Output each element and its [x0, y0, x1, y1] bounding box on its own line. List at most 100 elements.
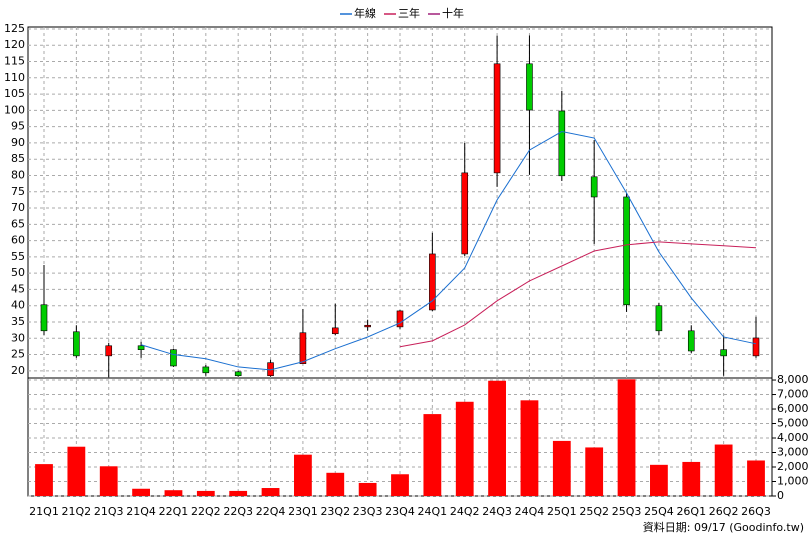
volume-bar	[294, 454, 312, 496]
x-tick-label: 24Q2	[450, 505, 480, 518]
source: 資料日期: 09/17 (Goodinfo.tw)	[643, 520, 804, 534]
candle-body	[299, 332, 307, 364]
volume-bar	[358, 482, 377, 496]
y-tick-label: 75	[11, 185, 25, 198]
candle-body	[526, 63, 533, 111]
y2-tick-label: 2,000	[777, 460, 808, 473]
volume-bar	[714, 444, 733, 496]
y-tick-label: 90	[11, 136, 25, 149]
candle-body	[687, 330, 695, 352]
volume-bar	[585, 447, 604, 496]
y2-tick-label: 5,000	[777, 417, 808, 430]
x-tick-label: 24Q4	[515, 505, 545, 518]
y-tick-label: 30	[11, 331, 25, 344]
x-tick-label: 21Q3	[94, 505, 124, 518]
x-tick-label: 21Q1	[29, 505, 59, 518]
x-tick-label: 21Q4	[126, 505, 156, 518]
volume-bar	[488, 380, 506, 496]
x-tick-label: 25Q3	[612, 505, 642, 518]
x-tick-label: 26Q2	[709, 505, 739, 518]
candle-body	[590, 176, 598, 198]
x-tick-label: 22Q2	[191, 505, 221, 518]
candle-body	[429, 253, 436, 311]
x-tick-label: 25Q2	[579, 505, 609, 518]
y2-tick-label: 8,000	[777, 373, 808, 386]
y-tick-label: 35	[11, 315, 25, 328]
y-tick-label: 40	[11, 299, 25, 312]
x-tick-label: 23Q4	[385, 505, 415, 518]
volume-bar	[423, 414, 442, 496]
y2-tick-label: 6,000	[777, 402, 808, 415]
x-tick-label: 21Q2	[62, 505, 92, 518]
volume-bar	[326, 472, 345, 496]
line-series	[399, 241, 757, 348]
y2-tick-label: 3,000	[777, 446, 808, 459]
x-tick-label: 24Q1	[418, 505, 448, 518]
y-tick-label: 85	[11, 152, 25, 165]
x-tick-label: 22Q3	[223, 505, 253, 518]
y2-tick-label: 0	[777, 489, 784, 502]
y-tick-label: 70	[11, 201, 25, 214]
volume-bar	[682, 461, 701, 496]
legend-label: 年線	[354, 6, 376, 20]
volume-bar	[391, 474, 409, 496]
x-tick-label: 23Q1	[288, 505, 318, 518]
candle-body	[655, 305, 663, 332]
y-tick-label: 125	[4, 22, 25, 35]
y2-tick-label: 7,000	[777, 388, 808, 401]
volume-bar	[164, 490, 183, 496]
x-tick-label: 24Q3	[482, 505, 512, 518]
volume-bar	[747, 460, 765, 496]
volume-bar	[132, 488, 150, 496]
y-tick-label: 120	[4, 38, 25, 51]
candle-body	[493, 63, 501, 174]
candle-body	[105, 345, 113, 357]
y-tick-label: 115	[4, 55, 25, 68]
candle-body	[364, 324, 371, 328]
volume-bar	[617, 379, 636, 496]
y-tick-label: 20	[11, 364, 25, 377]
y-tick-label: 100	[4, 103, 25, 116]
y2-tick-label: 4,000	[777, 431, 808, 444]
volume-bar	[261, 488, 280, 496]
volume-bar	[552, 440, 571, 496]
y-tick-label: 45	[11, 282, 25, 295]
volume-bar	[650, 464, 668, 496]
y-tick-label: 110	[4, 71, 25, 84]
volume-bar	[455, 401, 474, 496]
y-tick-label: 95	[11, 120, 25, 133]
candle-body	[461, 172, 469, 255]
legend-label: 三年	[398, 6, 420, 20]
x-tick-label: 25Q1	[547, 505, 577, 518]
volume-bar	[229, 490, 248, 496]
x-tick-label: 26Q1	[676, 505, 706, 518]
y-tick-label: 50	[11, 266, 25, 279]
x-tick-label: 22Q4	[256, 505, 286, 518]
volume-bar	[35, 464, 53, 496]
x-tick-label: 23Q3	[353, 505, 383, 518]
y-tick-label: 25	[11, 348, 25, 361]
candle-body	[331, 327, 339, 335]
volume-bar	[99, 466, 118, 496]
candle-body	[623, 196, 630, 306]
candle-body	[40, 304, 48, 332]
volume-bar	[520, 400, 539, 496]
y-tick-label: 65	[11, 217, 25, 230]
y-tick-label: 105	[4, 87, 25, 100]
candle-body	[73, 331, 80, 357]
y-tick-label: 80	[11, 168, 25, 181]
candle-body	[202, 366, 210, 374]
x-tick-label: 25Q4	[644, 505, 674, 518]
x-tick-label: 22Q1	[159, 505, 189, 518]
candle-body	[396, 310, 404, 328]
candle-body	[170, 349, 177, 367]
volume-bar	[196, 490, 215, 496]
candle-body	[558, 110, 566, 177]
candle-body	[752, 337, 760, 357]
x-tick-label: 23Q2	[320, 505, 350, 518]
y-tick-label: 60	[11, 234, 25, 247]
volume-bar	[67, 446, 86, 496]
legend-label: 十年	[442, 6, 464, 20]
y-tick-label: 55	[11, 250, 25, 263]
